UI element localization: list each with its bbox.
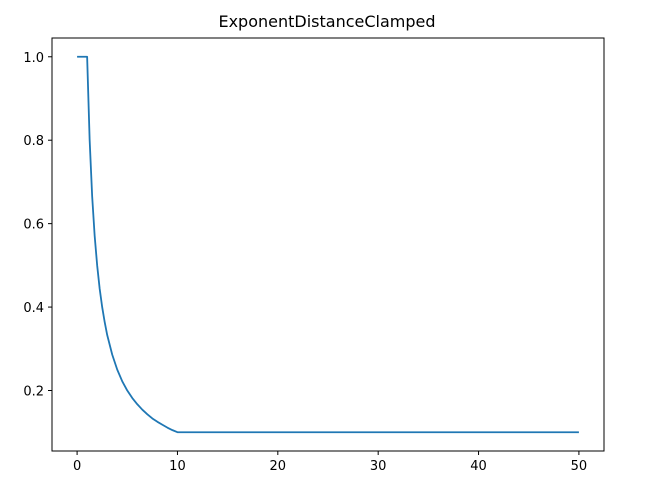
axes-frame	[51, 37, 605, 452]
y-tick-label: 0.6	[23, 218, 44, 233]
x-tick-label: 10	[169, 459, 186, 474]
x-tick-label: 40	[470, 459, 487, 474]
y-tick-label: 1.0	[23, 51, 44, 66]
x-tick-label: 0	[73, 459, 81, 474]
series-line	[77, 55, 579, 434]
y-tick-label: 0.8	[23, 134, 44, 149]
x-tick-label: 50	[571, 459, 588, 474]
plot-area: 0 10 20 30 40 50 0.2 0.4 0.6 0.8 1.0	[23, 51, 587, 474]
y-tick-label: 0.4	[23, 301, 44, 316]
y-tick-label: 0.2	[23, 385, 44, 400]
x-tick-label: 20	[270, 459, 287, 474]
chart-title: ExponentDistanceClamped	[218, 12, 435, 31]
x-tick-label: 30	[370, 459, 387, 474]
